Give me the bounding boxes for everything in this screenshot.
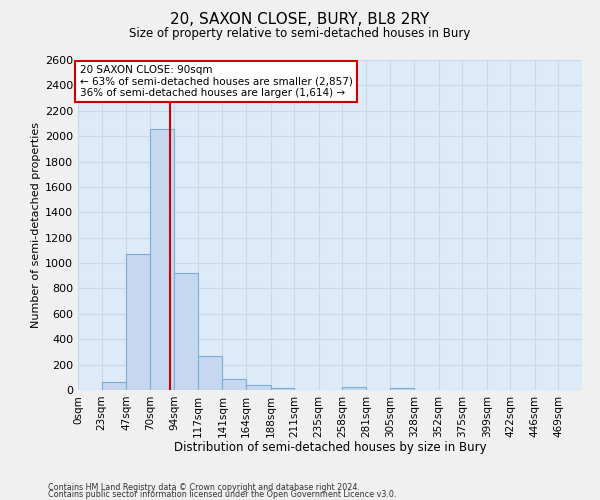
Bar <box>271 388 294 390</box>
Bar <box>126 254 150 390</box>
X-axis label: Distribution of semi-detached houses by size in Bury: Distribution of semi-detached houses by … <box>173 441 487 454</box>
Text: 20, SAXON CLOSE, BURY, BL8 2RY: 20, SAXON CLOSE, BURY, BL8 2RY <box>170 12 430 28</box>
Text: Contains HM Land Registry data © Crown copyright and database right 2024.: Contains HM Land Registry data © Crown c… <box>48 484 360 492</box>
Bar <box>198 356 223 390</box>
Text: Contains public sector information licensed under the Open Government Licence v3: Contains public sector information licen… <box>48 490 397 499</box>
Bar <box>246 385 271 390</box>
Bar <box>391 388 414 390</box>
Bar <box>342 388 366 390</box>
Text: 20 SAXON CLOSE: 90sqm
← 63% of semi-detached houses are smaller (2,857)
36% of s: 20 SAXON CLOSE: 90sqm ← 63% of semi-deta… <box>80 65 352 98</box>
Bar <box>223 378 246 390</box>
Text: Size of property relative to semi-detached houses in Bury: Size of property relative to semi-detach… <box>130 28 470 40</box>
Bar <box>150 128 174 390</box>
Bar <box>174 272 198 390</box>
Y-axis label: Number of semi-detached properties: Number of semi-detached properties <box>31 122 41 328</box>
Bar <box>101 382 126 390</box>
